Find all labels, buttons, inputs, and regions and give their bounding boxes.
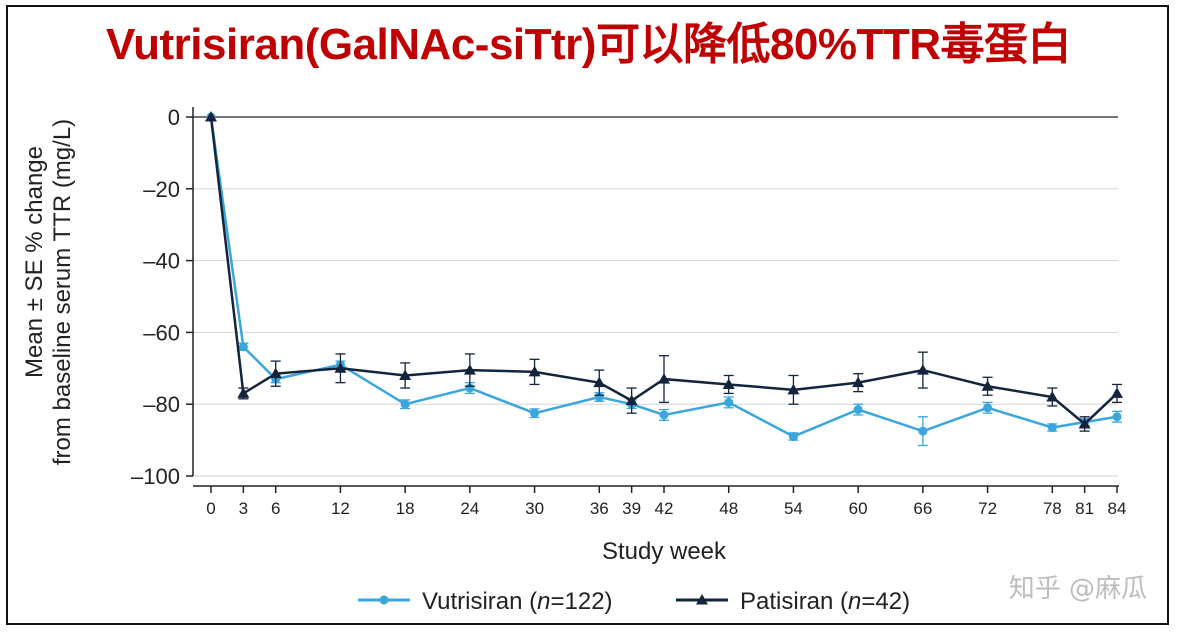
data-point [1046, 391, 1059, 402]
data-point [722, 378, 735, 389]
y-tick-label: –60 [143, 320, 180, 345]
chart-frame [6, 5, 1169, 625]
y-tick-label: –20 [143, 177, 180, 202]
x-tick-label: 66 [913, 499, 932, 518]
data-point [528, 365, 541, 377]
series-line [209, 116, 1118, 426]
data-point [787, 383, 800, 395]
legend-item-0: Vutrisiran (n=122) [358, 588, 613, 615]
series-group [205, 111, 1123, 447]
x-tick-label: 54 [784, 499, 803, 518]
y-axis-label-line-2: from baseline serum TTR (mg/L) [49, 119, 76, 465]
data-point [1111, 387, 1123, 398]
data-point [1112, 412, 1122, 422]
series-line [209, 116, 1118, 438]
data-point [852, 376, 865, 388]
x-tick-label: 39 [622, 499, 641, 518]
data-point [853, 405, 863, 415]
x-tick-label: 36 [590, 499, 609, 518]
data-point [916, 364, 929, 375]
y-tick-label: –40 [143, 249, 180, 274]
data-point [379, 595, 389, 605]
x-tick-label: 6 [271, 499, 280, 518]
data-point [593, 376, 606, 388]
x-tick-label: 24 [460, 499, 479, 518]
y-tick-label: –100 [131, 464, 180, 489]
data-point [1078, 417, 1091, 429]
x-tick-label: 30 [525, 499, 544, 518]
data-point [724, 397, 734, 407]
watermark: 知乎 @麻瓜 [1008, 574, 1147, 604]
legend: Vutrisiran (n=122) Patisiran (n=42) [358, 588, 910, 615]
data-point [334, 362, 347, 373]
data-point [659, 410, 669, 420]
data-point [400, 399, 410, 409]
data-point [981, 380, 994, 391]
x-tick-label: 78 [1043, 499, 1062, 518]
data-point [625, 394, 638, 406]
x-tick-label: 3 [239, 499, 248, 518]
legend-label: Vutrisiran (n=122) [422, 588, 613, 615]
x-tick-label: 48 [719, 499, 738, 518]
x-axis-label: Study week [602, 538, 727, 565]
x-axis: 0 3 6 12 18 24 30 36 39 42 48 54 60 66 72 78 81 84 [193, 485, 1127, 518]
y-axis-label-line-1: Mean ± SE % change [21, 146, 48, 378]
x-tick-label: 81 [1075, 499, 1094, 518]
x-tick-label: 0 [206, 499, 215, 518]
data-point [983, 403, 993, 413]
data-point [658, 373, 670, 384]
data-point [205, 111, 217, 122]
gridlines [193, 116, 1118, 477]
x-tick-label: 84 [1108, 499, 1127, 518]
legend-item-1: Patisiran (n=42) [676, 588, 910, 615]
data-point [918, 426, 928, 436]
data-point [1047, 423, 1057, 433]
series-1 [205, 111, 1123, 432]
x-tick-label: 72 [978, 499, 997, 518]
x-tick-label: 42 [655, 499, 674, 518]
data-point [463, 364, 476, 375]
y-tick-label: 0 [168, 105, 180, 130]
x-tick-label: 12 [331, 499, 350, 518]
data-point [696, 594, 708, 605]
data-point [269, 367, 282, 379]
data-point [530, 408, 540, 418]
x-tick-label: 60 [849, 499, 868, 518]
y-tick-label: –80 [143, 392, 180, 417]
legend-label: Patisiran (n=42) [740, 588, 910, 615]
page-title: Vutrisiran(GalNAc-siTtr)可以降低80%TTR毒蛋白 [105, 20, 1072, 69]
data-point [399, 369, 412, 380]
y-axis: 0 –20 –40 –60 –80 –100 [131, 105, 194, 489]
data-point [237, 387, 250, 398]
x-tick-label: 18 [396, 499, 415, 518]
data-point [788, 432, 798, 442]
data-point [238, 342, 248, 352]
